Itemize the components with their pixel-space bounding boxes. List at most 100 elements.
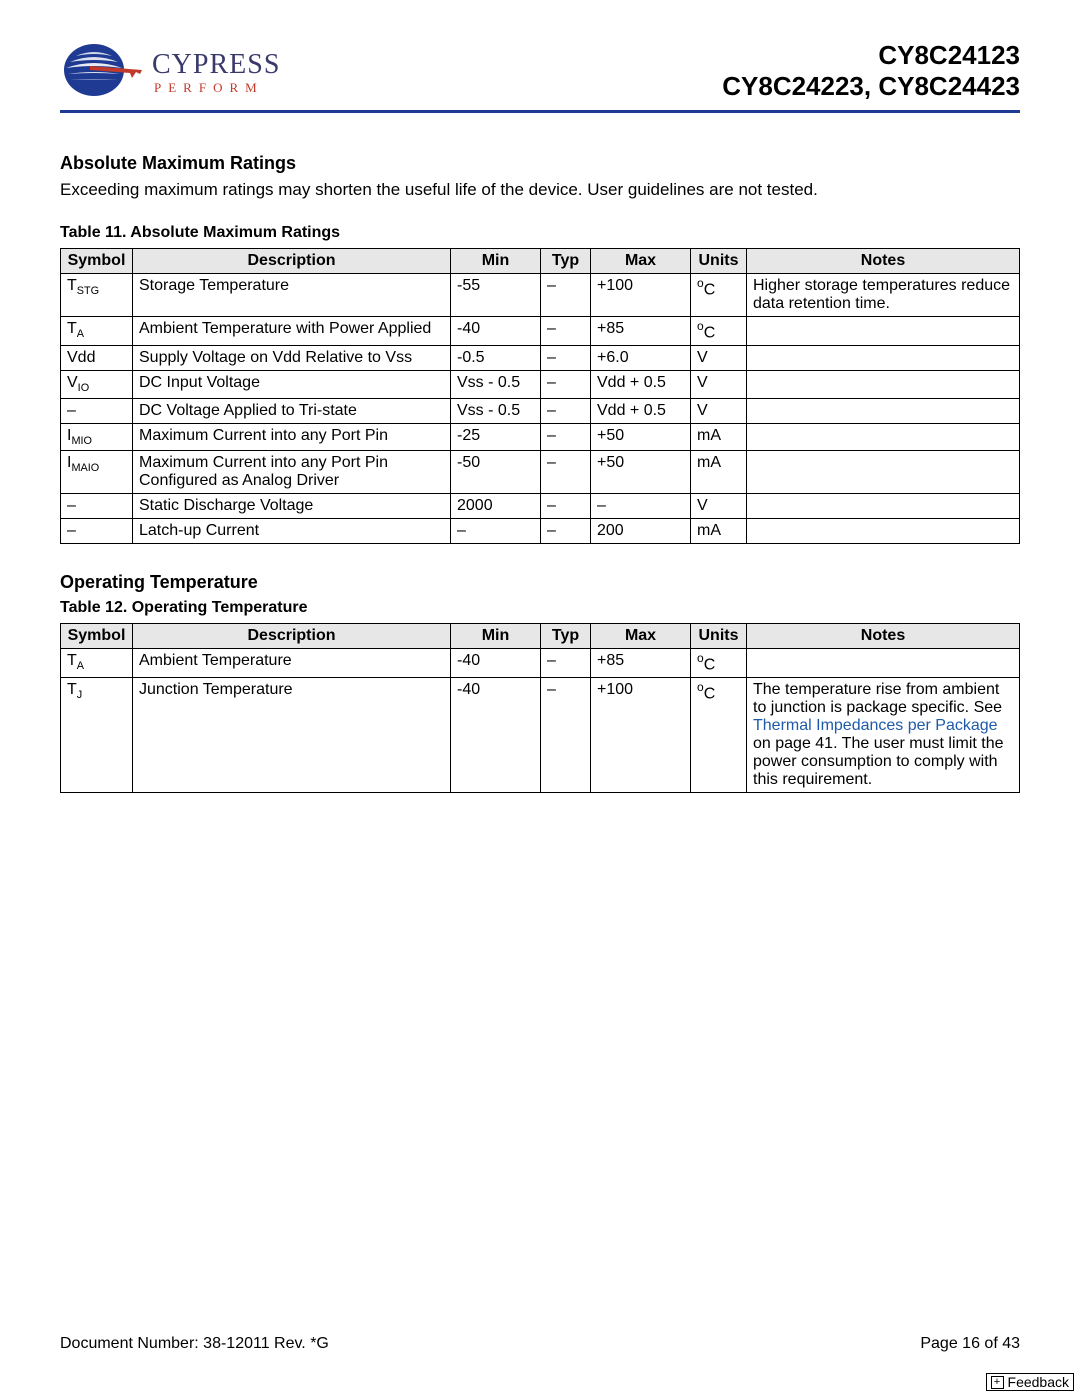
table-row: IMAIOMaximum Current into any Port Pin C… (61, 450, 1020, 493)
cell-max: 200 (591, 518, 691, 543)
cell-units: V (691, 346, 747, 371)
cell-description: Ambient Temperature with Power Applied (133, 317, 451, 346)
cell-min: -40 (451, 678, 541, 793)
col-typ: Typ (541, 623, 591, 648)
col-max: Max (591, 249, 691, 274)
table11-caption: Table 11. Absolute Maximum Ratings (60, 224, 1020, 242)
thermal-impedances-link[interactable]: Thermal Impedances per Package (753, 717, 998, 734)
cell-symbol: TSTG (61, 274, 133, 317)
part-number-1: CY8C24123 (722, 40, 1020, 71)
cell-min: -55 (451, 274, 541, 317)
cell-max: +85 (591, 317, 691, 346)
cell-notes: The temperature rise from ambient to jun… (747, 678, 1020, 793)
table-row: TSTGStorage Temperature-55–+100oCHigher … (61, 274, 1020, 317)
col-units: Units (691, 623, 747, 648)
cell-symbol: IMAIO (61, 450, 133, 493)
cell-notes: Higher storage temperatures reduce data … (747, 274, 1020, 317)
cell-min: Vss - 0.5 (451, 371, 541, 398)
part-numbers: CY8C24123 CY8C24223, CY8C24423 (722, 40, 1020, 102)
cell-description: DC Input Voltage (133, 371, 451, 398)
cell-min: – (451, 518, 541, 543)
part-number-2: CY8C24223, CY8C24423 (722, 71, 1020, 102)
cell-notes (747, 493, 1020, 518)
table-row: –Latch-up Current––200mA (61, 518, 1020, 543)
cell-units: V (691, 398, 747, 423)
logo: CYPRESS PERFORM (60, 40, 280, 104)
cell-units: oC (691, 678, 747, 793)
cell-description: DC Voltage Applied to Tri-state (133, 398, 451, 423)
cell-max: +6.0 (591, 346, 691, 371)
cell-units: V (691, 371, 747, 398)
section1-subtitle: Exceeding maximum ratings may shorten th… (60, 180, 1020, 200)
cell-max: +100 (591, 274, 691, 317)
cell-min: Vss - 0.5 (451, 398, 541, 423)
cell-max: Vdd + 0.5 (591, 371, 691, 398)
section1-title: Absolute Maximum Ratings (60, 153, 1020, 174)
cell-description: Ambient Temperature (133, 648, 451, 677)
cypress-globe-icon (60, 40, 146, 104)
cell-typ: – (541, 346, 591, 371)
cell-typ: – (541, 423, 591, 450)
cell-notes (747, 346, 1020, 371)
cell-symbol: VIO (61, 371, 133, 398)
cell-typ: – (541, 648, 591, 677)
cell-symbol: – (61, 518, 133, 543)
cell-typ: – (541, 518, 591, 543)
cell-typ: – (541, 398, 591, 423)
page-number: Page 16 of 43 (920, 1335, 1020, 1353)
col-max: Max (591, 623, 691, 648)
cell-min: 2000 (451, 493, 541, 518)
cell-min: -50 (451, 450, 541, 493)
cell-min: -40 (451, 317, 541, 346)
cell-description: Static Discharge Voltage (133, 493, 451, 518)
cell-symbol: TJ (61, 678, 133, 793)
cell-notes (747, 398, 1020, 423)
cell-max: +85 (591, 648, 691, 677)
cell-units: mA (691, 423, 747, 450)
doc-number: Document Number: 38-12011 Rev. *G (60, 1335, 329, 1353)
cell-symbol: IMIO (61, 423, 133, 450)
table-row: –Static Discharge Voltage2000––V (61, 493, 1020, 518)
plus-icon: + (991, 1376, 1004, 1389)
logo-tagline: PERFORM (152, 81, 264, 94)
cell-notes (747, 423, 1020, 450)
table12-caption: Table 12. Operating Temperature (60, 599, 1020, 617)
cell-max: Vdd + 0.5 (591, 398, 691, 423)
cell-symbol: – (61, 398, 133, 423)
col-units: Units (691, 249, 747, 274)
col-symbol: Symbol (61, 623, 133, 648)
col-typ: Typ (541, 249, 591, 274)
cell-min: -0.5 (451, 346, 541, 371)
cell-description: Maximum Current into any Port Pin Config… (133, 450, 451, 493)
page-footer: Document Number: 38-12011 Rev. *G Page 1… (60, 1335, 1020, 1353)
cell-max: – (591, 493, 691, 518)
cell-notes (747, 317, 1020, 346)
cell-units: V (691, 493, 747, 518)
cell-description: Storage Temperature (133, 274, 451, 317)
cell-typ: – (541, 317, 591, 346)
cell-min: -40 (451, 648, 541, 677)
table-row: VIODC Input VoltageVss - 0.5–Vdd + 0.5V (61, 371, 1020, 398)
section2-title: Operating Temperature (60, 572, 1020, 593)
cell-description: Junction Temperature (133, 678, 451, 793)
table-row: TAAmbient Temperature-40–+85oC (61, 648, 1020, 677)
feedback-label: Feedback (1008, 1374, 1069, 1390)
cell-symbol: Vdd (61, 346, 133, 371)
cell-typ: – (541, 678, 591, 793)
cell-units: mA (691, 450, 747, 493)
cell-typ: – (541, 371, 591, 398)
feedback-button[interactable]: + Feedback (986, 1373, 1074, 1391)
cell-units: mA (691, 518, 747, 543)
cell-symbol: TA (61, 648, 133, 677)
table-row: TAAmbient Temperature with Power Applied… (61, 317, 1020, 346)
cell-typ: – (541, 274, 591, 317)
col-desc: Description (133, 623, 451, 648)
cell-description: Latch-up Current (133, 518, 451, 543)
table-header-row: Symbol Description Min Typ Max Units Not… (61, 249, 1020, 274)
cell-notes (747, 518, 1020, 543)
col-min: Min (451, 249, 541, 274)
cell-description: Maximum Current into any Port Pin (133, 423, 451, 450)
cell-units: oC (691, 274, 747, 317)
cell-max: +50 (591, 423, 691, 450)
col-desc: Description (133, 249, 451, 274)
